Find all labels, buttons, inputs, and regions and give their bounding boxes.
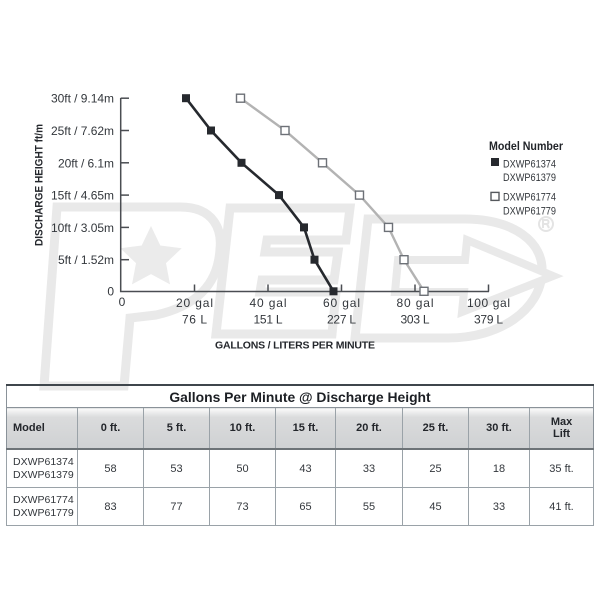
svg-text:DXWP61774: DXWP61774 <box>503 192 556 204</box>
svg-text:0: 0 <box>107 285 114 299</box>
svg-text:80 gal: 80 gal <box>397 296 434 310</box>
svg-text:10ft / 3.05m: 10ft / 3.05m <box>51 221 114 235</box>
svg-text:0: 0 <box>119 295 126 309</box>
svg-text:20 gal: 20 gal <box>176 296 213 310</box>
svg-text:DISCHARGE HEIGHT ft/m: DISCHARGE HEIGHT ft/m <box>34 124 46 246</box>
svg-text:30ft / 9.14m: 30ft / 9.14m <box>51 92 114 106</box>
svg-text:5ft / 1.52m: 5ft / 1.52m <box>58 253 114 267</box>
svg-text:DXWP61379: DXWP61379 <box>503 172 556 184</box>
svg-text:25ft / 7.62m: 25ft / 7.62m <box>51 124 114 138</box>
svg-text:40 gal: 40 gal <box>250 296 287 310</box>
svg-text:20ft / 6.1m: 20ft / 6.1m <box>58 156 114 170</box>
svg-text:303 L: 303 L <box>401 313 430 327</box>
svg-text:76 L: 76 L <box>182 313 207 327</box>
svg-text:227 L: 227 L <box>327 313 356 327</box>
svg-text:15ft / 4.65m: 15ft / 4.65m <box>51 189 114 203</box>
svg-text:100 gal: 100 gal <box>467 296 510 310</box>
svg-text:Model Number: Model Number <box>489 141 563 153</box>
svg-text:DXWP61374: DXWP61374 <box>503 159 556 171</box>
svg-text:60 gal: 60 gal <box>323 296 360 310</box>
svg-text:151 L: 151 L <box>254 313 283 327</box>
svg-text:GALLONS / LITERS PER MINUTE: GALLONS / LITERS PER MINUTE <box>215 340 375 352</box>
svg-text:379 L: 379 L <box>474 313 503 327</box>
svg-text:DXWP61779: DXWP61779 <box>503 206 556 218</box>
